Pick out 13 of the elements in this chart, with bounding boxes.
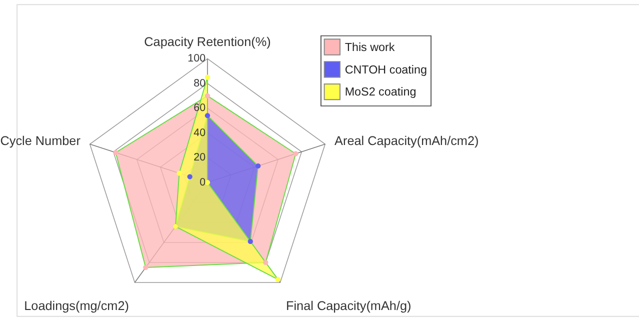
y-tick-label: 0 bbox=[200, 176, 206, 188]
spoke-label: Loadings(mg/cm2) bbox=[24, 298, 129, 313]
spoke-label: Cycle Number bbox=[0, 134, 80, 148]
spoke-label: Final Capacity(mAh/g) bbox=[286, 298, 412, 313]
y-tick-label: 80 bbox=[194, 77, 206, 90]
y-tick-label: 20 bbox=[194, 152, 206, 164]
spoke-label: Areal Capacity(mAh/cm2) bbox=[334, 134, 479, 148]
legend-label: CNTOH coating bbox=[344, 63, 427, 76]
legend-label: This work bbox=[344, 40, 395, 54]
y-tick-label: 40 bbox=[194, 126, 206, 139]
y-tick-label: 100 bbox=[188, 52, 206, 65]
legend-label: MoS2 coating bbox=[344, 86, 416, 99]
spoke-label: Capacity Retention(%) bbox=[144, 34, 271, 49]
